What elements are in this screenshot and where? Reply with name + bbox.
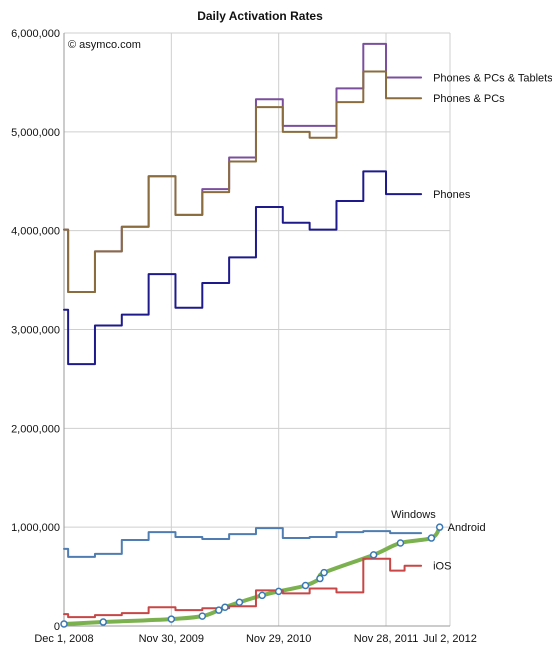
series-line-ios [63, 557, 423, 619]
series-labels: Phones & PCs & Tablets Phones & PCs Phones… [391, 72, 552, 572]
android-data-point [215, 606, 223, 614]
y-tick-label: 6,000,000 [11, 28, 60, 40]
y-tick-label: 3,000,000 [11, 325, 60, 337]
android-data-point [301, 581, 310, 590]
series-lines [62, 42, 442, 627]
series-label-ios: iOS [433, 561, 451, 573]
android-data-point [60, 620, 68, 628]
chart-title: Daily Activation Rates [197, 9, 323, 23]
x-tick-label: Nov 28, 2011 [354, 633, 419, 645]
android-data-point [221, 603, 229, 611]
android-data-point [274, 587, 283, 596]
y-tick-label: 0 [54, 621, 60, 633]
android-data-point [235, 598, 244, 607]
x-tick-label: Nov 29, 2010 [246, 633, 311, 645]
series-line-phones [63, 170, 423, 366]
copyright-annotation: © asymco.com [68, 39, 141, 51]
android-data-point [369, 551, 378, 559]
series-label-phones-pcs: Phones & PCs [433, 93, 505, 105]
android-data-point [320, 568, 328, 577]
x-tick-label: Nov 30, 2009 [139, 633, 204, 645]
y-tick-label: 1,000,000 [11, 522, 60, 534]
axes: 0 1,000,000 2,000,000 3,000,000 4,000,000 5,0… [11, 28, 477, 645]
y-tick-label: 5,000,000 [11, 127, 60, 139]
series-line-android [62, 525, 442, 627]
android-data-point [435, 523, 444, 531]
gridlines [63, 32, 451, 627]
series-label-phones-pcs-tablets: Phones & PCs & Tablets [433, 72, 552, 84]
series-line-phones-pcs [63, 70, 423, 293]
android-data-point [258, 591, 266, 600]
series-line-windows [63, 527, 423, 558]
y-tick-label: 2,000,000 [11, 423, 60, 435]
android-data-point [198, 612, 207, 620]
android-data-point [396, 539, 405, 547]
x-tick-label: Jul 2, 2012 [423, 633, 477, 645]
android-data-point [316, 574, 324, 583]
y-tick-label: 4,000,000 [11, 226, 60, 238]
android-data-point [99, 618, 107, 626]
android-data-point [427, 534, 436, 542]
series-line-phones-pcs-tablets [63, 42, 423, 293]
series-label-windows: Windows [391, 509, 436, 521]
series-label-phones: Phones [433, 189, 471, 201]
android-markers [60, 523, 444, 628]
android-data-point [167, 615, 176, 623]
series-label-android: Android [448, 522, 486, 534]
x-tick-label: Dec 1, 2008 [34, 633, 93, 645]
